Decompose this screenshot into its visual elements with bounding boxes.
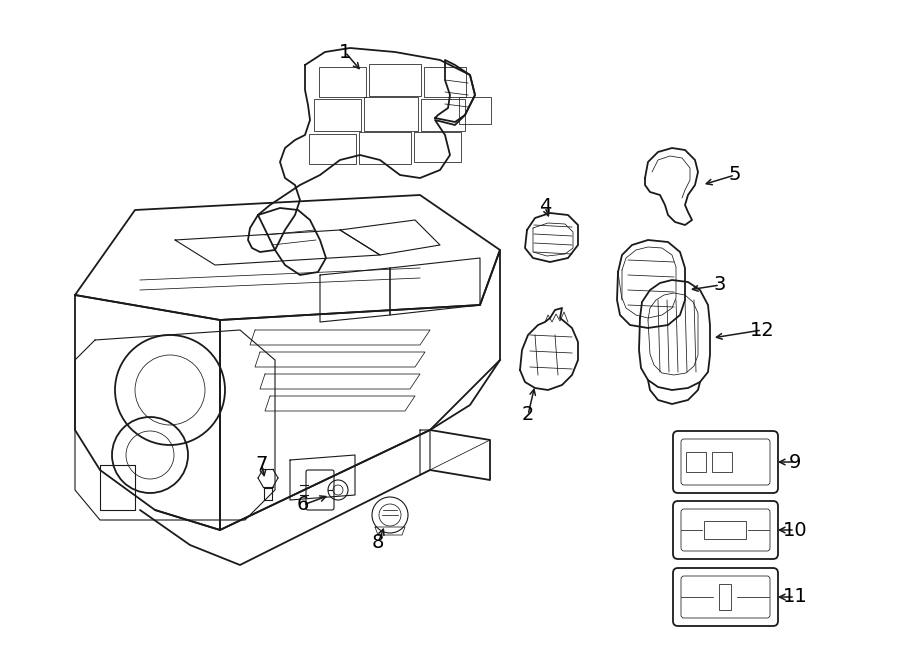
Text: 9: 9 [788, 453, 801, 471]
Text: 3: 3 [714, 276, 726, 295]
Text: 1: 1 [338, 42, 351, 61]
Text: 6: 6 [297, 496, 310, 514]
Text: 5: 5 [729, 165, 742, 184]
Text: 12: 12 [750, 321, 774, 340]
Text: 10: 10 [783, 520, 807, 539]
Text: 2: 2 [522, 405, 535, 424]
Text: 11: 11 [783, 588, 807, 607]
Text: 8: 8 [372, 533, 384, 553]
Text: 4: 4 [539, 198, 551, 217]
Text: 7: 7 [256, 455, 268, 475]
